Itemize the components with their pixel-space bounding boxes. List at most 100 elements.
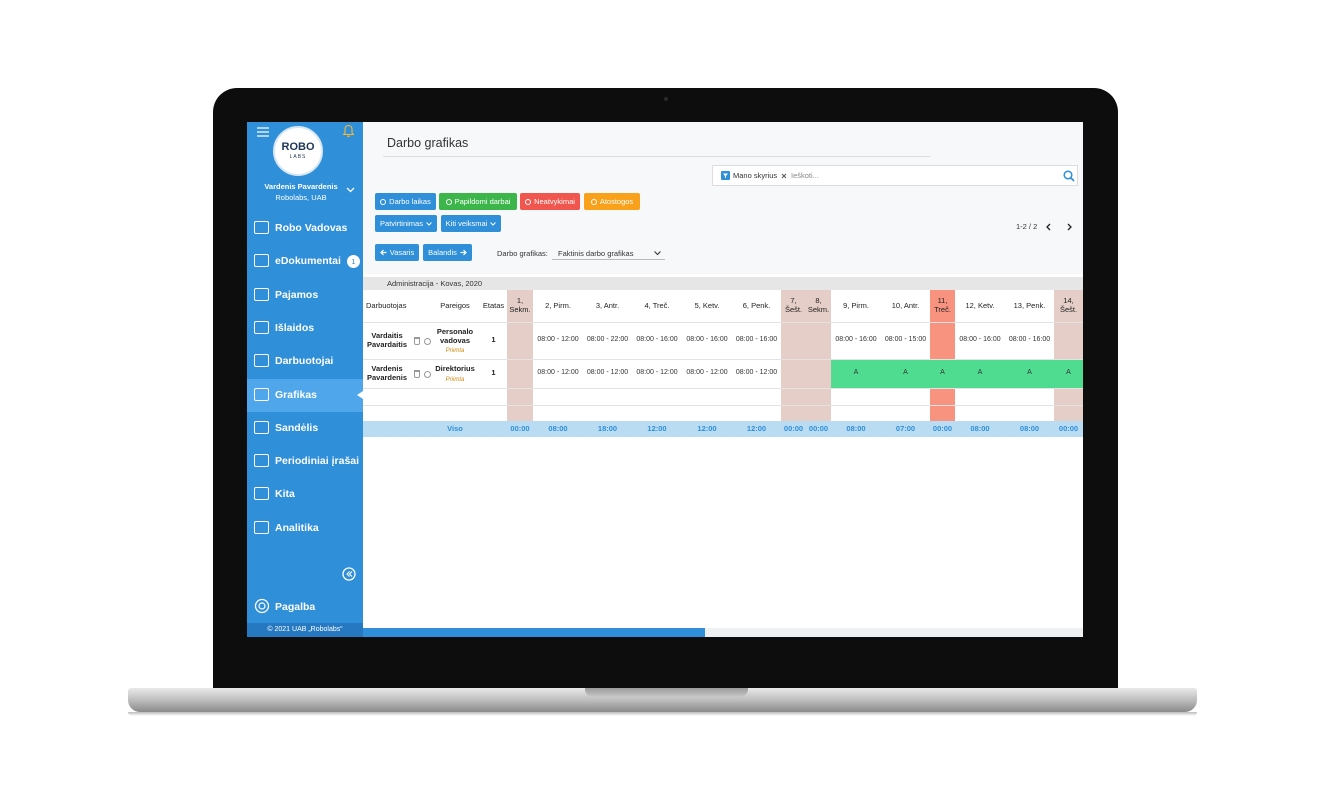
menu-item[interactable]: Pajamos [247,279,363,312]
column-header: Pareigos [440,300,470,310]
menu-item[interactable]: Darbuotojai [247,345,363,378]
bell-icon[interactable] [343,124,354,137]
menu-label: Kita [275,488,295,500]
active-pointer [357,391,363,399]
schedule-value: Faktinis darbo grafikas [558,249,634,258]
user-chevron[interactable] [346,187,355,193]
day-column-bg [930,290,955,421]
menu-item[interactable]: Grafikas [247,379,363,412]
next-month[interactable]: Balandis [423,244,472,261]
button-icon [445,198,452,205]
total-cell: 00:00 [783,423,804,433]
row-line [363,388,1083,389]
day-header: 9, Pirm. [843,300,869,310]
menu-item[interactable]: Analitika [247,512,363,545]
prev-month[interactable]: Vasaris [375,244,419,261]
row-line [363,359,1083,360]
sidebar: ROBO LABS Vardenis Pavardenis Robolabs, … [247,122,363,637]
filter-icon [721,171,730,180]
schedule-cell[interactable]: 08:00 - 16:00 [835,336,877,344]
schedule-cell[interactable]: A [1066,369,1071,377]
menu-icon[interactable] [257,127,269,137]
menu-icon [254,421,269,434]
screen: ROBO LABS Vardenis Pavardenis Robolabs, … [247,122,1083,637]
menu-label: Sandėlis [275,422,319,434]
dropdown-button[interactable]: Patvirtinimas [375,215,437,232]
menu-label: eDokumentai [275,255,341,267]
menu-item[interactable]: eDokumentai 1 [247,245,363,278]
button-icon [590,198,597,205]
schedule-select[interactable]: Faktinis darbo grafikas [552,245,665,260]
day-column-bg [781,290,806,421]
menu-item[interactable]: Robo Vadovas [247,212,363,245]
help-link[interactable]: Pagalba [275,601,316,613]
schedule-cell[interactable]: 08:00 - 12:00 [586,369,629,377]
info-icon[interactable] [424,370,431,378]
schedule-cell[interactable]: A [940,369,945,377]
chevron [426,221,432,226]
schedule-cell[interactable]: 08:00 - 16:00 [735,336,778,344]
menu-item[interactable]: Kita [247,478,363,511]
schedule-cell[interactable]: 08:00 - 16:00 [959,336,1001,344]
schedule-cell[interactable]: 08:00 - 12:00 [686,369,728,377]
schedule-cell[interactable]: A [903,369,908,377]
menu-item[interactable]: Išlaidos [247,312,363,345]
schedule-cell[interactable]: 08:00 - 12:00 [735,369,778,377]
filter-chip[interactable]: Mano skyrius [733,171,778,180]
schedule-cell[interactable]: 08:00 - 16:00 [1008,336,1051,344]
trash-icon[interactable] [414,336,420,345]
copyright: © 2021 UAB „Robolabs“ [247,623,363,637]
info-icon[interactable] [424,337,431,345]
menu-label: Analitika [275,522,319,534]
total-cell: 12:00 [746,423,767,433]
scroll-thumb[interactable] [363,628,705,637]
scroll-track [363,628,1083,637]
action-button[interactable]: Papildomi darbai [439,193,517,210]
pager-arrows[interactable] [1045,223,1075,231]
collapse-icon[interactable] [342,567,356,581]
pager: 1-2 / 2 [1016,222,1038,231]
schedule-cell[interactable]: 08:00 - 12:00 [537,336,579,344]
position: Personalo vadovas [436,326,474,345]
total-cell: 00:00 [808,423,829,433]
day-header: 14, Šešt. [1059,296,1078,314]
select-chevron [654,251,661,256]
logo-top: ROBO [281,141,315,153]
menu-label: Išlaidos [275,322,315,334]
schedule-cell[interactable]: A [853,369,859,377]
menu-icon [254,254,269,267]
search-box[interactable]: Mano skyrius Ieškoti... [712,165,1078,186]
schedule-cell[interactable]: A [977,369,983,377]
schedule-cell[interactable]: 08:00 - 16:00 [686,336,728,344]
status: Priimta [445,377,465,383]
menu-item[interactable]: Periodiniai įrašai [247,445,363,478]
prev-label: Vasaris [389,248,415,257]
search-icon[interactable] [1063,170,1075,182]
schedule-cell[interactable]: 08:00 - 12:00 [537,369,579,377]
total-cell: 08:00 [846,423,866,433]
menu-item[interactable]: Sandėlis [247,412,363,445]
logo-bottom: LABS [289,154,307,160]
chip-remove[interactable] [781,173,787,179]
button-icon [380,198,387,205]
menu-icon [254,521,269,534]
schedule-cell[interactable]: 08:00 - 12:00 [636,369,678,377]
fte: 1 [491,368,496,378]
day-header: 13, Penk. [1013,300,1046,310]
schedule-cell[interactable]: 08:00 - 15:00 [884,336,927,344]
action-button[interactable]: Neatvykimai [520,193,580,210]
dropdown-button[interactable]: Kiti veiksmai [441,215,501,232]
action-button[interactable]: Atostogos [584,193,640,210]
chevron [490,221,497,226]
position: Direktorius [435,364,475,374]
camera [664,97,668,101]
schedule-cell[interactable]: A [1027,369,1032,377]
action-button[interactable]: Darbo laikas [375,193,436,210]
schedule-cell[interactable]: 08:00 - 22:00 [586,336,629,344]
trash-icon[interactable] [414,369,420,378]
group-header: Administracija - Kovas, 2020 [363,277,1083,290]
search-placeholder[interactable]: Ieškoti... [791,171,819,180]
schedule-cell[interactable]: 08:00 - 16:00 [636,336,678,344]
day-header: 8, Sekm. [807,296,830,314]
day-header: 1, Sekm. [509,296,531,314]
